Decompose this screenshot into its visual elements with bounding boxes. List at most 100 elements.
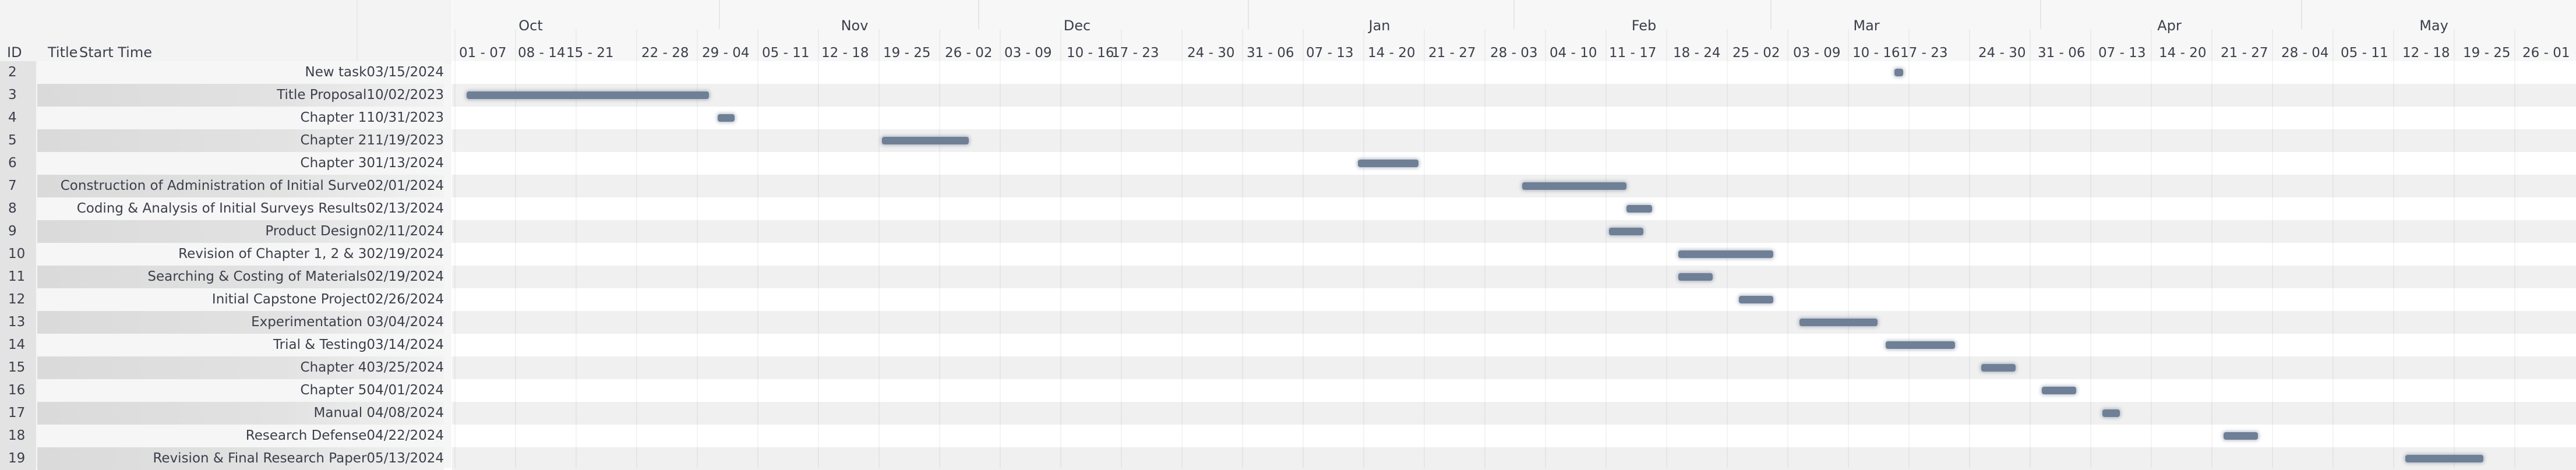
column-header-start-time[interactable]: Start Time xyxy=(79,44,152,61)
task-title: Searching & Costing of Materials xyxy=(147,269,367,284)
month-divider xyxy=(719,0,720,29)
task-row[interactable]: 12 Initial Capstone Project02/26/2024 xyxy=(0,288,451,311)
task-bar[interactable] xyxy=(2041,387,2077,394)
task-bar[interactable] xyxy=(1522,182,1626,190)
week-gridline xyxy=(454,29,456,468)
task-id: 7 xyxy=(0,175,36,197)
task-title-cell: Research Defense04/22/2024 xyxy=(37,425,444,447)
task-row[interactable]: 4 Chapter 110/31/2023 xyxy=(0,107,451,129)
task-row[interactable]: 7 Construction of Administration of Initi… xyxy=(0,175,451,197)
timeline-header: Oct Nov Dec Jan Feb Mar Apr May 01 - 07 08 - 14 1… xyxy=(452,0,2576,64)
task-start-time: 01/13/2024 xyxy=(366,156,444,171)
week-gridline xyxy=(2332,29,2334,468)
task-row[interactable]: 18 Research Defense04/22/2024 xyxy=(0,425,451,447)
task-bar[interactable] xyxy=(1678,273,1713,281)
task-bar[interactable] xyxy=(2405,455,2483,462)
task-title: Chapter 4 xyxy=(300,360,367,375)
week-label: 22 - 28 xyxy=(641,45,689,61)
task-bar[interactable] xyxy=(717,114,735,122)
task-row[interactable]: 11 Searching & Costing of Materials02/19/… xyxy=(0,266,451,288)
week-label: 10 - 16 xyxy=(1067,45,1114,61)
task-bar[interactable] xyxy=(1358,160,1419,167)
task-bar[interactable] xyxy=(2102,409,2120,417)
week-label: 04 - 10 xyxy=(1550,45,1597,61)
task-start-time: 11/19/2023 xyxy=(366,133,444,148)
week-label: 05 - 11 xyxy=(762,45,810,61)
month-divider xyxy=(978,0,979,29)
task-title-cell: Chapter 403/25/2024 xyxy=(37,356,444,379)
task-bar[interactable] xyxy=(1678,250,1774,258)
task-start-time: 03/14/2024 xyxy=(366,337,444,352)
column-header-id[interactable]: ID xyxy=(7,44,22,61)
task-title: Initial Capstone Project xyxy=(211,292,367,307)
week-gridline xyxy=(1969,29,1970,468)
task-id: 15 xyxy=(0,356,36,379)
task-bar[interactable] xyxy=(2223,432,2259,440)
month-divider xyxy=(1248,0,1249,29)
month-divider xyxy=(1513,0,1515,29)
task-id: 12 xyxy=(0,288,36,311)
task-row[interactable]: 2 New task03/15/2024 xyxy=(0,61,451,84)
task-bar[interactable] xyxy=(1609,228,1644,235)
task-bar[interactable] xyxy=(466,91,709,99)
task-row[interactable]: 9 Product Design02/11/2024 xyxy=(0,220,451,243)
week-label: 12 - 18 xyxy=(2402,45,2450,61)
task-bar[interactable] xyxy=(1894,69,1904,76)
week-label: 17 - 23 xyxy=(1900,45,1948,61)
task-title-cell: Coding & Analysis of Initial Surveys Res… xyxy=(37,197,444,220)
task-row[interactable]: 10 Revision of Chapter 1, 2 & 302/19/2024 xyxy=(0,243,451,266)
task-row[interactable]: 3 Title Proposal10/02/2023 xyxy=(0,84,451,107)
task-bar[interactable] xyxy=(1626,205,1653,213)
timeline-row xyxy=(452,334,2576,356)
task-row[interactable]: 14 Trial & Testing03/14/2024 xyxy=(0,334,451,356)
task-id: 13 xyxy=(0,311,36,334)
week-label: 28 - 04 xyxy=(2281,45,2329,61)
task-title: Chapter 3 xyxy=(300,156,367,171)
week-label: 28 - 03 xyxy=(1490,45,1538,61)
week-gridline xyxy=(878,29,880,468)
timeline-row xyxy=(452,243,2576,266)
week-label: 10 - 16 xyxy=(1852,45,1900,61)
week-label: 07 - 13 xyxy=(2098,45,2146,61)
task-bar[interactable] xyxy=(1981,364,2016,372)
week-label: 12 - 18 xyxy=(821,45,869,61)
task-row[interactable]: 8 Coding & Analysis of Initial Surveys Re… xyxy=(0,197,451,220)
gantt-timeline: Oct Nov Dec Jan Feb Mar Apr May 01 - 07 08 - 14 1… xyxy=(452,0,2576,470)
task-id: 18 xyxy=(0,425,36,447)
week-gridline xyxy=(1908,29,1910,468)
task-row[interactable]: 16 Chapter 504/01/2024 xyxy=(0,379,451,402)
column-header-title[interactable]: Title xyxy=(48,44,78,61)
task-bar[interactable] xyxy=(1738,296,1774,303)
timeline-row xyxy=(452,402,2576,425)
task-start-time: 03/25/2024 xyxy=(366,360,444,375)
task-start-time: 02/19/2024 xyxy=(366,269,444,284)
task-bar[interactable] xyxy=(1886,341,1956,349)
week-gridline xyxy=(939,29,940,468)
task-row[interactable]: 17 Manual 04/08/2024 xyxy=(0,402,451,425)
task-start-time: 02/26/2024 xyxy=(366,292,444,307)
task-id: 17 xyxy=(0,402,36,425)
task-bar[interactable] xyxy=(1799,319,1878,326)
task-row[interactable]: 19 Revision & Final Research Paper05/13/2… xyxy=(0,447,451,470)
week-label: 19 - 25 xyxy=(2463,45,2511,61)
task-list-panel: ID Title Start Time 2 New task03/15/2024 3… xyxy=(0,0,451,470)
week-label: 24 - 30 xyxy=(1187,45,1235,61)
week-label: 11 - 17 xyxy=(1609,45,1657,61)
task-title: Revision & Final Research Paper xyxy=(153,451,367,466)
task-title-cell: Product Design02/11/2024 xyxy=(37,220,444,243)
task-row[interactable]: 6 Chapter 301/13/2024 xyxy=(0,152,451,175)
week-gridline xyxy=(697,29,698,468)
task-title-cell: Chapter 504/01/2024 xyxy=(37,379,444,402)
task-start-time: 03/04/2024 xyxy=(366,314,444,330)
task-bar[interactable] xyxy=(882,137,969,144)
week-gridline xyxy=(1848,29,1849,468)
task-row[interactable]: 5 Chapter 211/19/2023 xyxy=(0,129,451,152)
task-start-time: 05/13/2024 xyxy=(366,451,444,466)
week-label: 07 - 13 xyxy=(1306,45,1354,61)
task-id: 4 xyxy=(0,107,36,129)
timeline-row xyxy=(452,197,2576,220)
month-divider xyxy=(2301,0,2302,29)
task-row[interactable]: 13 Experimentation 03/04/2024 xyxy=(0,311,451,334)
week-gridline xyxy=(2272,29,2273,468)
task-row[interactable]: 15 Chapter 403/25/2024 xyxy=(0,356,451,379)
